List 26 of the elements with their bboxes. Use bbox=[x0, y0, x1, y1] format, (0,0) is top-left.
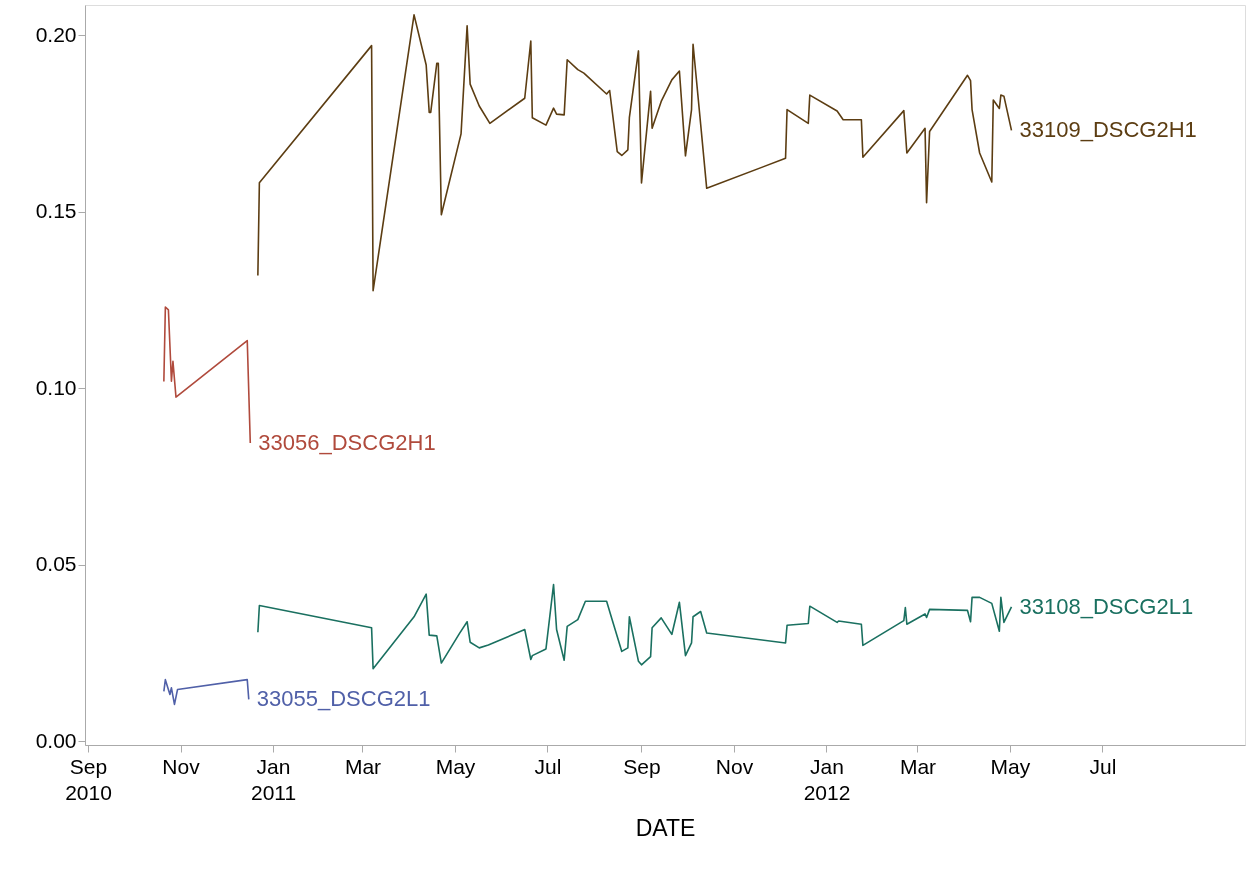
y-tick-label: 0.05 bbox=[35, 552, 77, 576]
x-tick-label: Mar bbox=[344, 754, 382, 778]
y-tick-label: 0.20 bbox=[35, 22, 77, 46]
line-series bbox=[163, 678, 250, 706]
x-tick-label: Jul bbox=[534, 754, 562, 778]
x-tick-label: Jul bbox=[1089, 754, 1117, 778]
line-series bbox=[257, 14, 1013, 292]
x-tick-label: Nov bbox=[715, 754, 754, 778]
series-label: 33055_DSCG2L1 bbox=[256, 686, 431, 712]
x-tick-label: Mar bbox=[899, 754, 937, 778]
x-tick-label: Sep 2010 bbox=[65, 754, 112, 804]
x-tick-label: Nov bbox=[162, 754, 201, 778]
x-tick-label: May bbox=[435, 754, 476, 778]
x-tick-label: Sep bbox=[623, 754, 661, 778]
x-tick-label: Jan 2012 bbox=[803, 754, 851, 804]
line-series bbox=[257, 583, 1013, 670]
x-tick-label: May bbox=[990, 754, 1031, 778]
series-label: 33108_DSCG2L1 bbox=[1019, 593, 1194, 619]
y-tick-label: 0.10 bbox=[35, 375, 77, 399]
x-axis-title: DATE bbox=[635, 814, 696, 841]
y-tick-label: 0.00 bbox=[35, 728, 77, 752]
series-label: 33056_DSCG2H1 bbox=[258, 430, 436, 455]
y-tick-label: 0.15 bbox=[35, 199, 77, 223]
line-series bbox=[163, 306, 252, 444]
series-label: 33109_DSCG2H1 bbox=[1019, 117, 1197, 143]
x-tick-label: Jan 2011 bbox=[250, 754, 297, 804]
